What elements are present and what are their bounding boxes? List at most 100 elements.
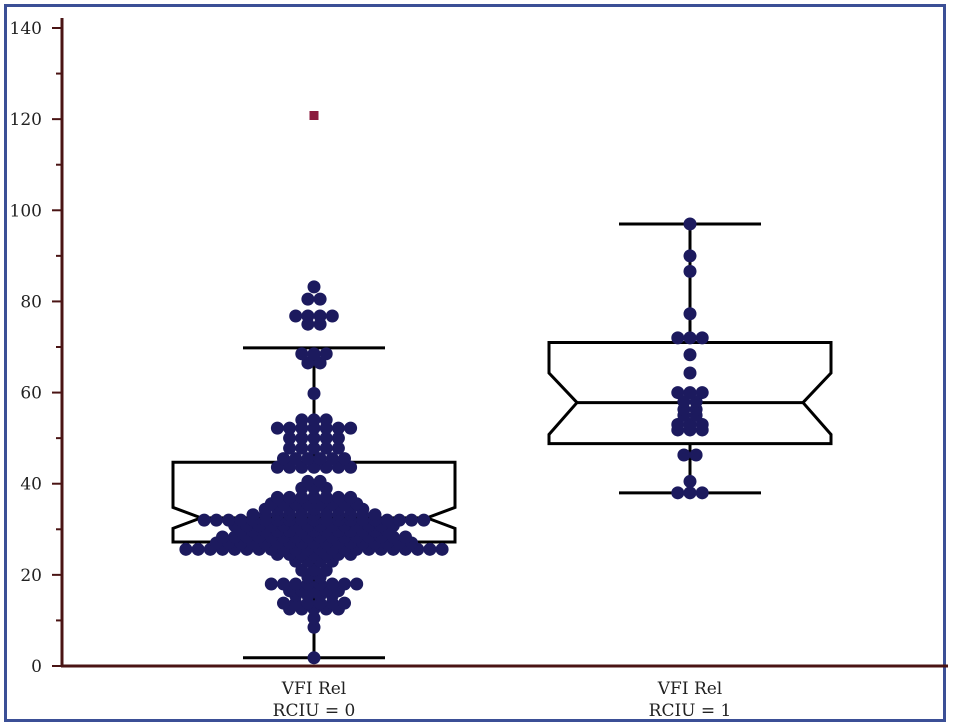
data-point — [325, 309, 339, 323]
y-tick-label: 60 — [20, 384, 42, 404]
y-tick-label: 0 — [31, 657, 42, 677]
data-point — [295, 347, 309, 361]
data-point — [319, 347, 333, 361]
data-point — [677, 395, 691, 409]
data-point — [319, 490, 333, 504]
data-point — [289, 577, 303, 591]
data-point — [683, 474, 697, 488]
category-label-line2: RCIU = 1 — [649, 701, 732, 721]
data-point — [307, 563, 321, 577]
points-group — [179, 110, 709, 665]
y-tick-label: 40 — [20, 475, 42, 495]
data-point — [380, 513, 394, 527]
data-point — [295, 431, 309, 445]
data-point — [331, 441, 345, 455]
data-point — [319, 413, 333, 427]
data-point — [313, 474, 327, 488]
notched-box — [171, 460, 457, 544]
data-point — [264, 577, 278, 591]
data-point — [338, 577, 351, 591]
data-point — [307, 431, 321, 445]
notched-box — [547, 340, 833, 446]
data-point — [313, 356, 327, 370]
box-group — [171, 222, 833, 660]
data-point — [689, 395, 703, 409]
outlier-point — [309, 110, 319, 120]
data-point — [695, 486, 709, 500]
data-point — [313, 309, 327, 323]
data-point — [677, 448, 691, 462]
data-point — [399, 530, 412, 544]
data-point — [289, 452, 303, 466]
category-label-line1: VFI Rel — [657, 679, 723, 699]
data-point — [283, 441, 297, 455]
data-point — [313, 452, 327, 466]
y-tick-label: 80 — [20, 292, 42, 312]
data-point — [283, 421, 297, 435]
data-point — [307, 280, 321, 294]
data-point — [307, 386, 321, 400]
data-point — [277, 577, 290, 591]
data-point — [683, 264, 697, 278]
data-point — [325, 577, 339, 591]
y-tick-label: 140 — [10, 19, 42, 39]
data-point — [197, 513, 211, 527]
data-point — [683, 386, 697, 400]
data-point — [683, 217, 697, 231]
data-point — [301, 292, 315, 306]
data-point — [683, 331, 697, 345]
data-point — [683, 307, 697, 321]
y-tick-label: 20 — [20, 566, 42, 586]
data-point — [671, 331, 685, 345]
data-point — [301, 356, 315, 370]
data-point — [683, 348, 697, 362]
data-point — [295, 413, 309, 427]
data-point — [222, 513, 236, 527]
data-point — [344, 490, 358, 504]
data-point — [307, 611, 321, 625]
data-point — [417, 513, 431, 527]
data-point — [216, 530, 229, 544]
data-point — [283, 490, 297, 504]
data-point — [319, 563, 333, 577]
data-point — [307, 413, 321, 427]
y-tick-label: 100 — [10, 201, 42, 221]
data-point — [338, 596, 351, 610]
data-point — [331, 431, 345, 445]
y-tick-label: 120 — [10, 110, 42, 130]
data-point — [695, 417, 709, 431]
data-point — [191, 542, 205, 556]
data-point — [689, 448, 703, 462]
data-point — [313, 292, 327, 306]
data-point — [301, 474, 315, 488]
data-point — [301, 452, 315, 466]
data-point — [277, 452, 290, 466]
data-point — [671, 386, 685, 400]
chart-frame — [4, 4, 946, 722]
data-point — [683, 249, 697, 263]
data-point — [307, 651, 321, 665]
data-point — [671, 486, 685, 500]
category-label-line2: RCIU = 0 — [273, 701, 356, 721]
data-point — [423, 542, 437, 556]
data-point — [683, 417, 697, 431]
data-point — [338, 452, 351, 466]
data-point — [392, 513, 406, 527]
data-point — [683, 486, 697, 500]
data-point — [277, 596, 290, 610]
data-point — [331, 490, 345, 504]
data-point — [368, 508, 382, 522]
data-point — [405, 513, 419, 527]
data-point — [350, 577, 364, 591]
data-point — [289, 309, 303, 323]
data-point — [331, 421, 345, 435]
data-point — [246, 508, 260, 522]
data-point — [234, 513, 248, 527]
data-point — [344, 421, 358, 435]
data-point — [270, 490, 284, 504]
y-axis: 0 20 40 60 80 100 120 140 — [10, 18, 64, 677]
data-point — [295, 490, 309, 504]
data-point — [319, 431, 333, 445]
